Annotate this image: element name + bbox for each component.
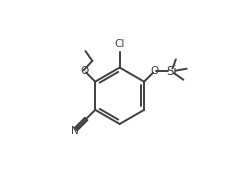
Text: O: O	[150, 66, 158, 76]
Text: N: N	[70, 126, 78, 136]
Text: Si: Si	[166, 65, 176, 78]
Text: Cl: Cl	[114, 39, 124, 49]
Text: O: O	[80, 66, 89, 76]
